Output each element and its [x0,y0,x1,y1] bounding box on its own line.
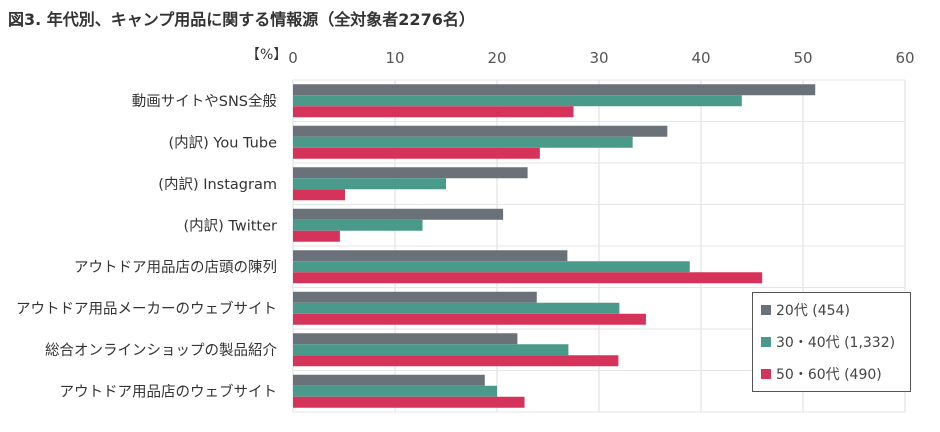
bar [293,261,690,273]
bar [293,125,668,137]
category-label: アウトドア用品店のウェブサイト [60,382,278,400]
bar [293,291,537,303]
category-label: (内訳) Instagram [158,176,277,193]
legend-item: 20代 (454) [753,295,910,325]
category-label: (内訳) Twitter [183,217,277,234]
bar [293,219,423,231]
bar [293,374,485,386]
legend-swatch [761,369,771,379]
bar [293,106,574,118]
category-label: アウトドア用品店の店頭の陳列 [74,259,277,276]
bar [293,272,763,284]
tick-label: 40 [691,49,710,67]
legend-swatch [761,305,771,315]
category-label: 動画サイトやSNS全般 [132,92,277,110]
legend-label: 20代 (454) [776,303,850,319]
category-label: アウトドア用品メーカーのウェブサイト [16,299,277,317]
legend-item: 30・40代 (1,332) [753,327,910,357]
bar [293,95,742,107]
tick-label: 10 [385,49,404,67]
bar [293,189,346,201]
category-label: 総合オンラインショップの製品紹介 [45,342,277,359]
legend-swatch [761,337,771,347]
bar [293,136,633,148]
tick-label: 50 [793,49,812,67]
bar [293,167,528,179]
bar [293,333,518,345]
bar [293,302,620,314]
tick-label: 0 [288,49,298,67]
bar [293,396,525,408]
bar [293,250,568,262]
bar [293,313,646,325]
legend: 20代 (454) 30・40代 (1,332) 50・60代 (490) [752,292,911,392]
tick-label: 30 [589,49,608,67]
tick-label: 20 [487,49,506,67]
bar [293,147,540,159]
bar [293,230,340,242]
bar [293,355,619,367]
bar [293,344,569,356]
legend-label: 50・60代 (490) [776,367,882,383]
bar [293,178,446,190]
unit-label: 【%】 [246,47,288,63]
legend-item: 50・60代 (490) [753,359,910,389]
bar [293,208,504,220]
bar [293,385,497,397]
legend-label: 30・40代 (1,332) [776,335,896,351]
tick-label: 60 [895,49,914,67]
bar [293,84,816,96]
chart-title: 図3. 年代別、キャンプ用品に関する情報源（全対象者2276名） [8,10,475,29]
category-label: (内訳) You Tube [169,134,278,151]
